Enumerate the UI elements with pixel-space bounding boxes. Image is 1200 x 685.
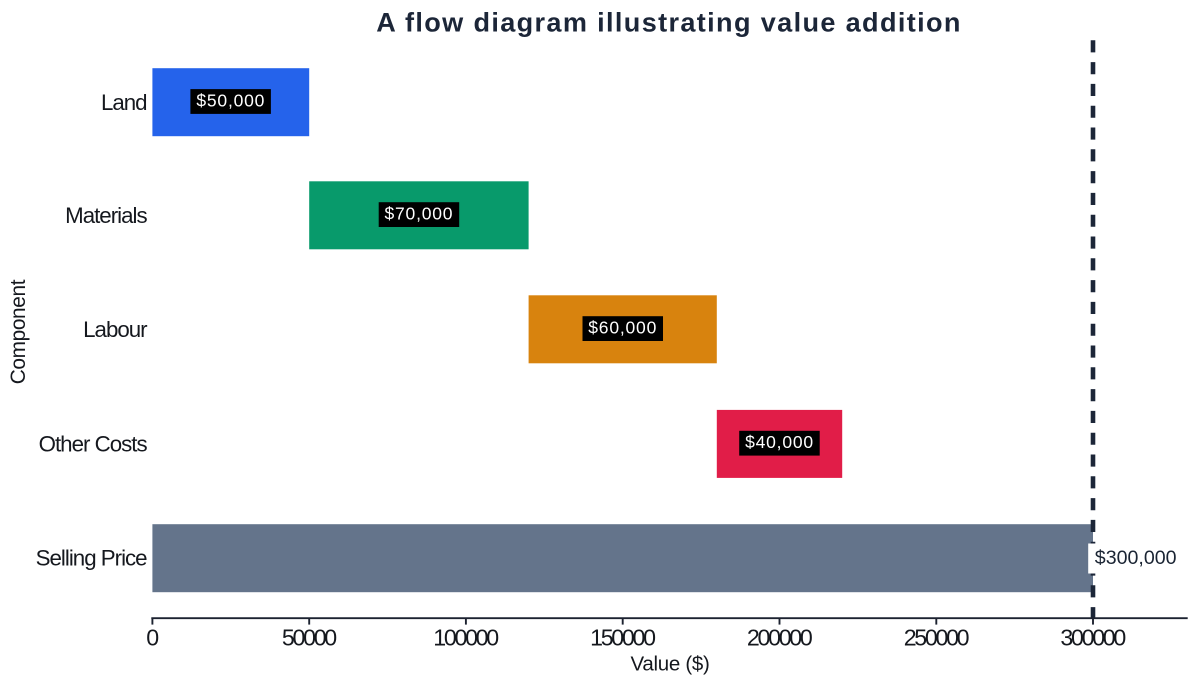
svg-text:$300,000: $300,000 (1095, 547, 1177, 569)
svg-text:50000: 50000 (282, 625, 336, 651)
svg-text:Labour: Labour (83, 317, 148, 342)
svg-text:Other Costs: Other Costs (39, 432, 148, 457)
svg-text:A flow diagram illustrating va: A flow diagram illustrating value additi… (376, 7, 962, 38)
svg-text:Component: Component (7, 279, 30, 384)
svg-text:$50,000: $50,000 (196, 91, 265, 111)
svg-text:Land: Land (101, 90, 147, 115)
svg-text:$70,000: $70,000 (384, 204, 453, 224)
svg-text:0: 0 (146, 625, 158, 651)
svg-text:Value ($): Value ($) (631, 653, 710, 676)
svg-text:Selling Price: Selling Price (36, 546, 148, 571)
svg-text:300000: 300000 (1060, 625, 1125, 651)
svg-text:Materials: Materials (65, 203, 147, 228)
svg-text:200000: 200000 (747, 625, 812, 651)
svg-text:100000: 100000 (433, 625, 498, 651)
svg-text:150000: 150000 (590, 625, 655, 651)
svg-text:$40,000: $40,000 (745, 432, 814, 452)
svg-text:$60,000: $60,000 (588, 318, 657, 338)
svg-text:250000: 250000 (904, 625, 969, 651)
